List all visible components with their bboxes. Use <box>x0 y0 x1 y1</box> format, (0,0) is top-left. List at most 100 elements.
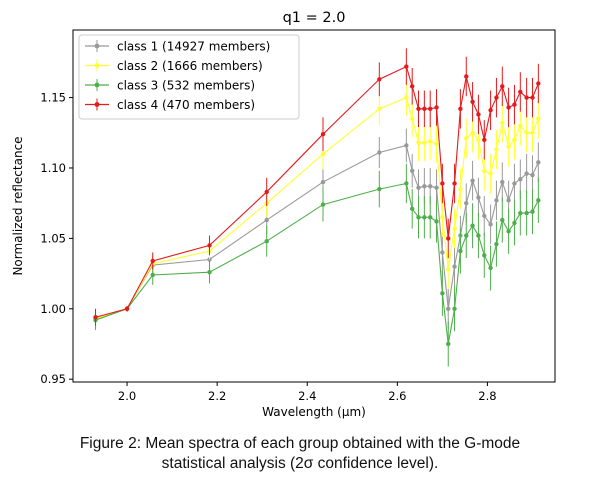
legend-marker <box>94 102 100 107</box>
data-point <box>377 186 382 192</box>
series-3 <box>93 163 541 367</box>
data-point <box>124 306 130 311</box>
chart: q1 = 2.0 2.0 2.2 2.4 2.6 2.8 0.95 1.00 1.05 1.10… <box>11 10 556 419</box>
data-point <box>488 265 493 271</box>
data-point <box>512 181 517 186</box>
data-point <box>494 241 499 247</box>
data-point <box>512 102 517 107</box>
data-point <box>416 185 421 190</box>
data-point <box>377 150 382 155</box>
data-point <box>428 184 433 189</box>
data-point <box>536 81 541 86</box>
data-point <box>422 106 427 112</box>
data-point <box>482 253 487 258</box>
data-point <box>464 200 469 206</box>
data-point <box>506 229 511 234</box>
data-point <box>488 108 493 113</box>
data-point <box>458 106 463 112</box>
legend-marker <box>94 43 100 49</box>
data-point <box>494 147 499 152</box>
data-point <box>506 105 511 110</box>
caption-line-2: statistical analysis (2σ confidence leve… <box>161 455 439 472</box>
legend-box <box>78 34 300 120</box>
y-axis-label: Normalized reflectance <box>11 136 25 275</box>
data-point <box>530 95 535 100</box>
data-point <box>488 171 493 176</box>
data-point <box>476 233 481 238</box>
y-tick-label: 1.10 <box>40 161 66 175</box>
data-point <box>446 236 451 241</box>
y-tick-label: 0.95 <box>40 372 66 386</box>
data-point <box>440 215 445 220</box>
data-point <box>422 215 427 220</box>
data-point <box>530 209 535 214</box>
data-point <box>518 177 523 182</box>
x-tick-label: 2.6 <box>388 389 406 403</box>
data-point <box>506 198 511 203</box>
data-point <box>440 291 445 296</box>
data-point <box>524 210 529 216</box>
data-point <box>524 171 529 176</box>
data-point <box>536 198 541 203</box>
data-point <box>377 77 382 82</box>
data-point <box>518 89 523 95</box>
data-point <box>464 74 469 79</box>
data-point <box>320 131 326 137</box>
data-point <box>264 239 269 244</box>
data-point <box>434 219 439 224</box>
data-point <box>320 202 326 207</box>
data-point <box>500 120 505 126</box>
data-point <box>470 223 475 228</box>
data-point <box>434 185 439 190</box>
data-point <box>428 139 433 144</box>
legend-label: class 1 (14927 members) <box>117 40 270 54</box>
data-point <box>320 179 326 185</box>
data-point <box>512 220 517 226</box>
data-point <box>530 172 535 178</box>
data-point <box>422 140 427 145</box>
data-point <box>404 143 409 148</box>
data-point <box>518 210 523 216</box>
data-point <box>482 137 487 143</box>
data-point <box>264 189 269 195</box>
legend-label: class 2 (1666 members) <box>117 59 263 73</box>
data-point <box>524 130 529 135</box>
plot-frame <box>72 29 556 383</box>
series-line <box>95 144 539 320</box>
data-point <box>422 184 427 189</box>
data-point <box>150 272 155 278</box>
data-point <box>434 141 439 147</box>
data-point <box>494 95 499 100</box>
data-point <box>377 106 382 112</box>
data-point <box>410 84 415 89</box>
data-point <box>482 213 487 219</box>
data-point <box>458 248 463 254</box>
y-tick-label: 1.05 <box>40 231 66 245</box>
caption-line-1: Figure 2: Mean spectra of each group obt… <box>79 435 521 452</box>
data-point <box>150 258 155 264</box>
data-point <box>446 306 451 311</box>
data-point <box>434 105 439 110</box>
data-point <box>488 222 493 227</box>
data-point <box>404 181 409 186</box>
x-tick-label: 2.4 <box>298 389 316 403</box>
legend-label: class 4 (470 members) <box>117 98 255 112</box>
data-point <box>506 144 511 150</box>
x-tick-label: 2.8 <box>478 389 496 403</box>
data-point <box>476 112 481 117</box>
x-axis-label: Wavelength (μm) <box>262 405 366 419</box>
legend-marker <box>94 63 100 68</box>
data-point <box>93 315 98 320</box>
data-point <box>524 95 529 100</box>
data-point <box>440 181 445 186</box>
data-point <box>458 186 463 192</box>
series-4 <box>93 48 541 326</box>
legend: class 1 (14927 members) class 2 (1666 mem… <box>78 34 300 120</box>
data-point <box>446 267 451 272</box>
data-point <box>536 116 541 121</box>
data-point <box>518 123 523 128</box>
legend-item: class 2 (1666 members) <box>85 59 263 73</box>
x-tick-label: 2.0 <box>118 389 136 403</box>
legend-item: class 4 (470 members) <box>85 98 255 112</box>
data-point <box>416 215 421 220</box>
